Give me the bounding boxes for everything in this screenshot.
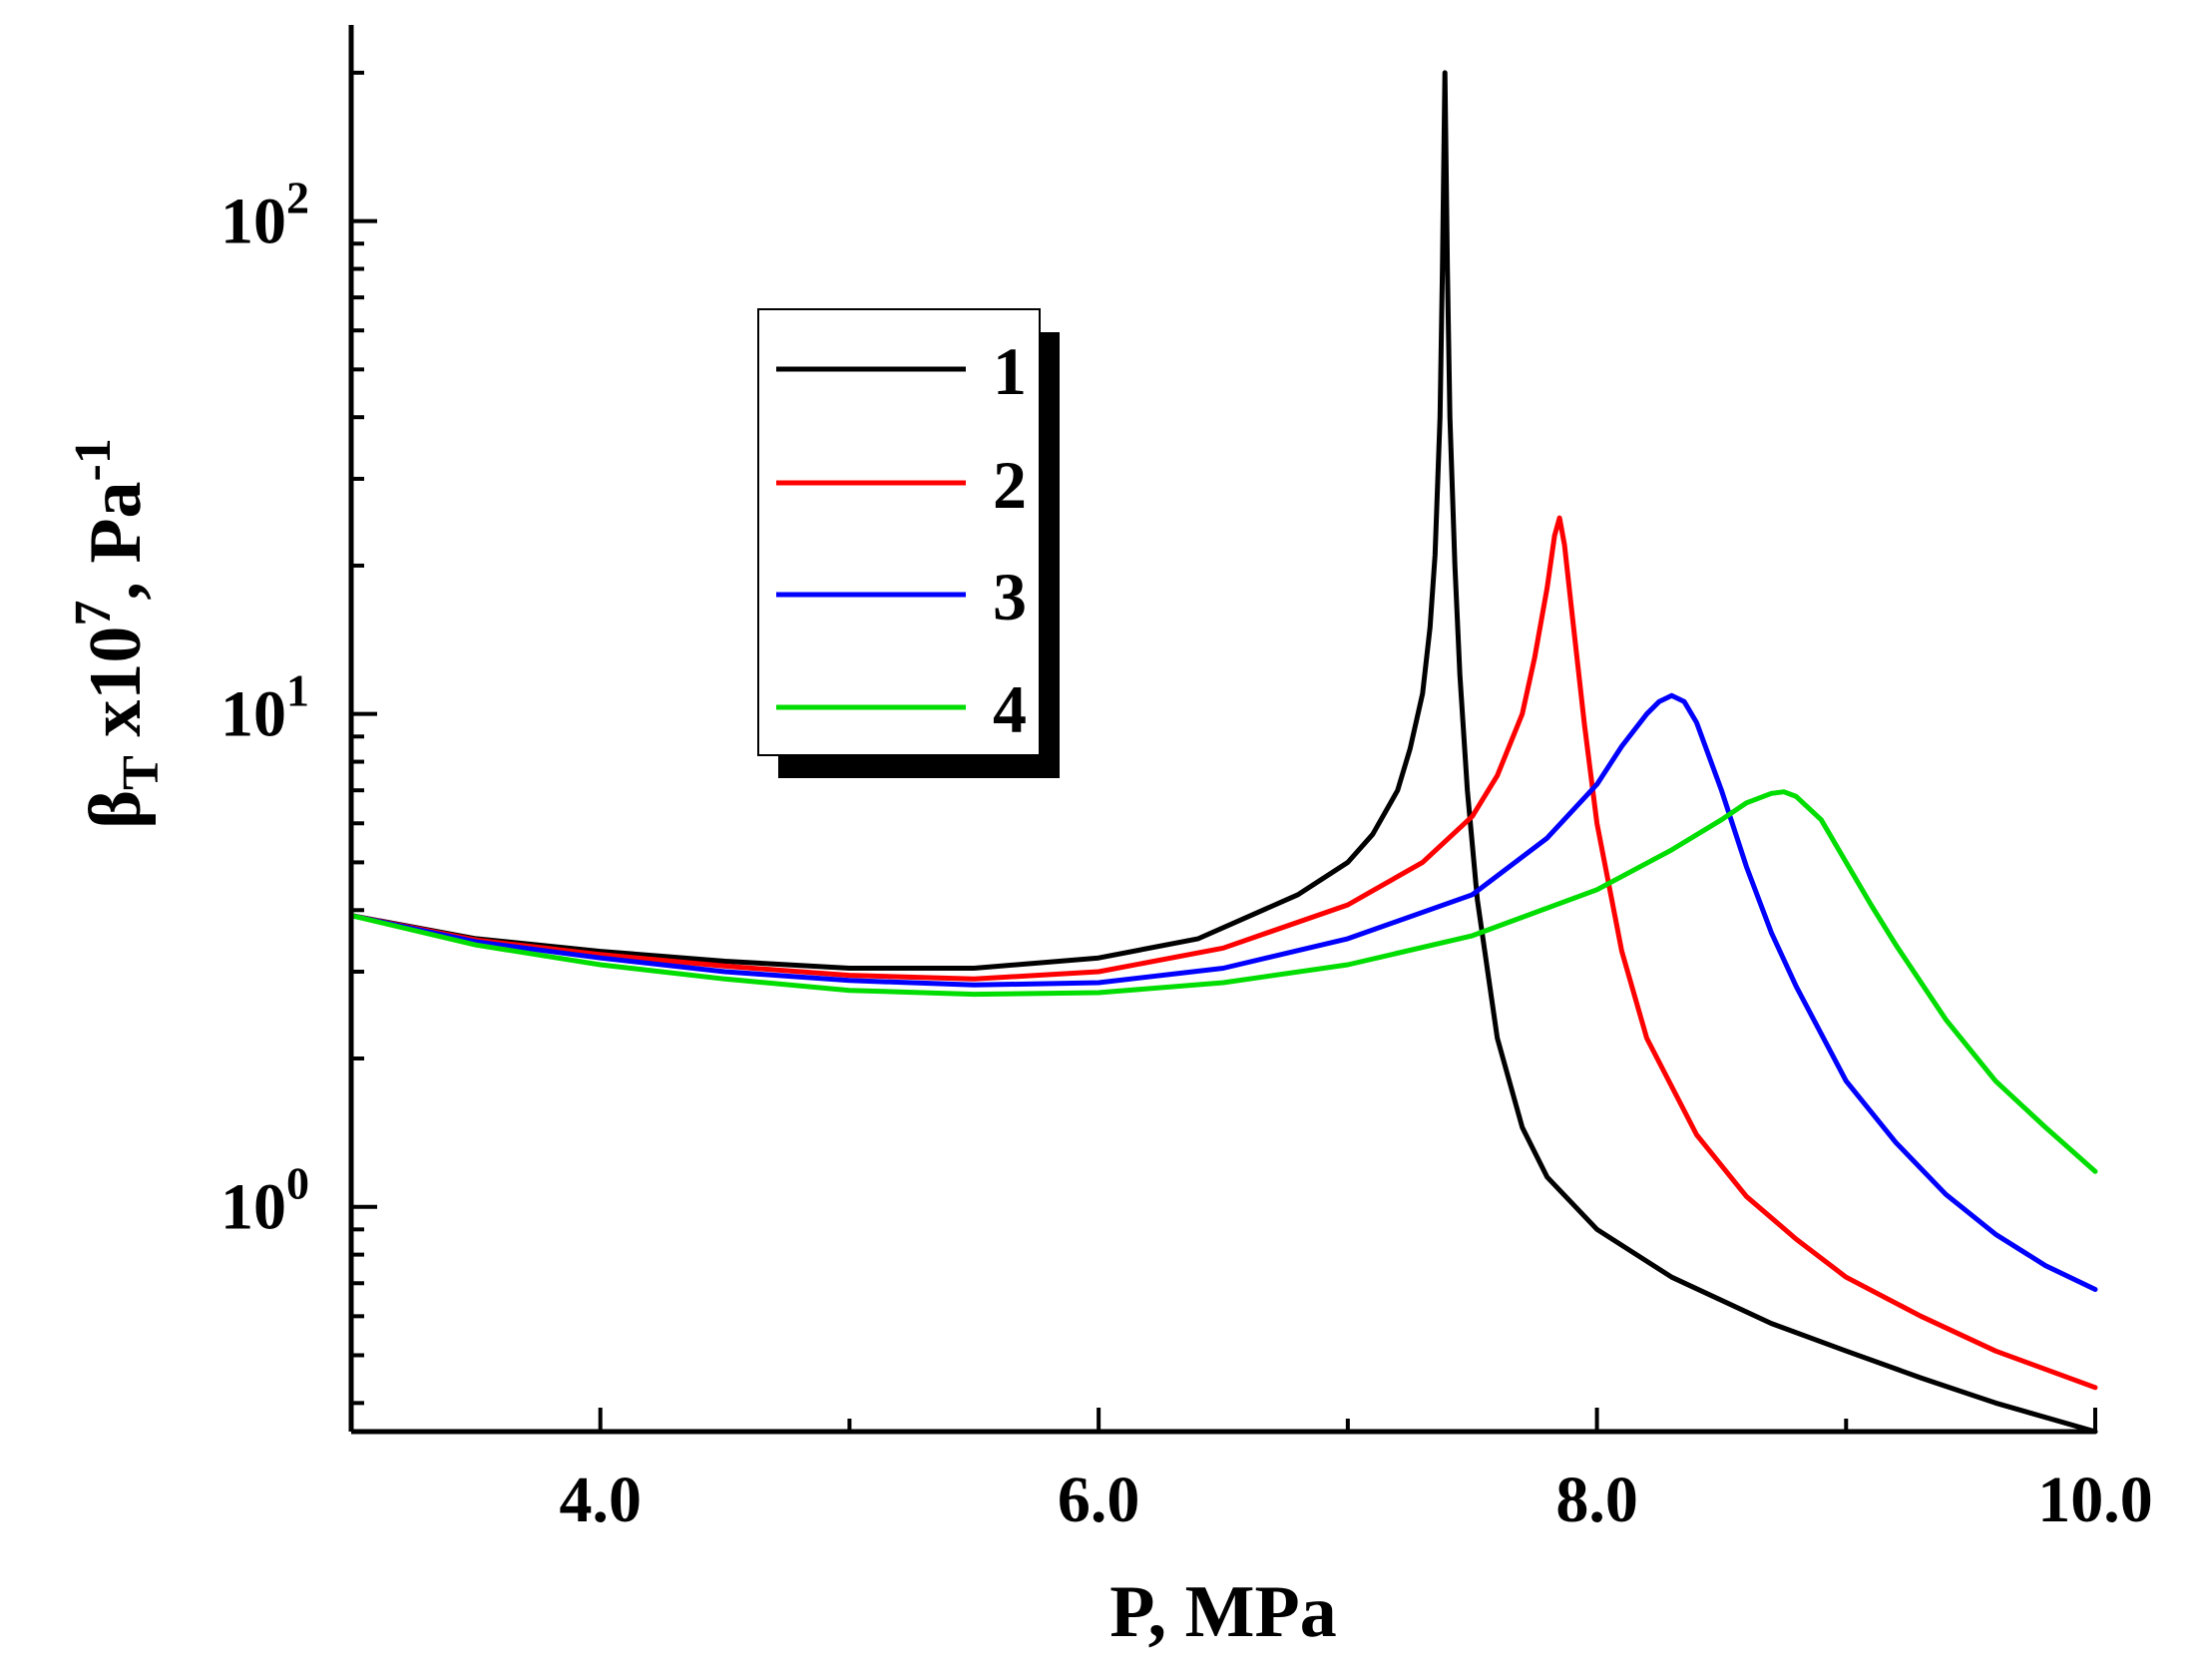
x-axis-ticks: 4.0 6.0 8.0 10.0 (559, 1408, 2153, 1536)
legend-label-3: 3 (993, 559, 1027, 634)
series-4-line (348, 789, 2098, 1174)
legend: 1 2 3 4 (757, 308, 1060, 778)
y-tick-label-exponent: 0 (286, 1158, 309, 1209)
legend-box (757, 308, 1041, 756)
y-axis-label-symbol: β (75, 790, 157, 829)
y-tick-label: 101 (220, 665, 309, 751)
y-tick-label-base: 10 (220, 678, 286, 751)
y-tick-label-base: 10 (220, 1171, 286, 1244)
legend-label-1: 1 (993, 333, 1027, 409)
y-tick-label: 100 (220, 1158, 309, 1244)
y-tick-label-exponent: 2 (286, 173, 309, 223)
x-tick-label: 8.0 (1555, 1464, 1638, 1536)
y-axis-label: βT x107, Pa-1 (65, 438, 170, 829)
x-tick-label: 6.0 (1058, 1464, 1140, 1536)
series-1-line (348, 70, 2098, 1435)
y-tick-label-exponent: 1 (286, 665, 309, 716)
x-tick-label: 4.0 (559, 1464, 642, 1536)
legend-label-2: 2 (993, 447, 1027, 523)
y-axis-label-factor: x10 (75, 627, 157, 756)
y-axis-label-factor-exponent: 7 (65, 601, 122, 627)
y-axis-label-unit: , Pa (75, 481, 157, 600)
y-axis-label-subscript: T (113, 755, 170, 790)
x-axis-label: P, MPa (1109, 1571, 1336, 1653)
y-tick-label-base: 10 (220, 186, 286, 258)
legend-label-4: 4 (993, 671, 1027, 747)
plot-area (348, 70, 2098, 1435)
series-3-line (348, 692, 2098, 1292)
series-2-line (348, 515, 2098, 1391)
y-axis-label-unit-exponent: -1 (65, 438, 122, 481)
y-tick-label: 102 (220, 173, 309, 258)
x-tick-label: 10.0 (2037, 1464, 2153, 1536)
